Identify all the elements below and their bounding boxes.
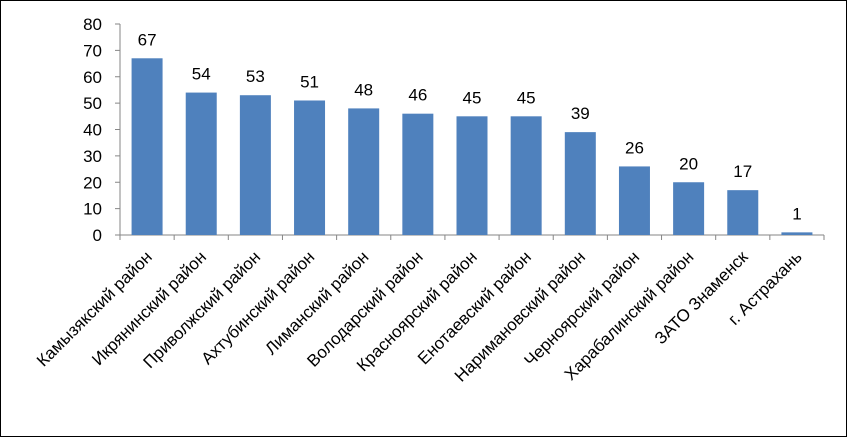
data-label: 54 (192, 65, 211, 84)
bar (131, 58, 163, 235)
y-tick-label: 70 (83, 41, 102, 60)
bar (239, 95, 271, 236)
y-tick-label: 80 (83, 15, 102, 34)
data-label: 45 (517, 88, 536, 107)
y-tick-label: 60 (83, 68, 102, 87)
bars (131, 58, 813, 236)
axes: 0 10 20 30 40 50 60 70 80 (83, 15, 825, 245)
y-tick-label: 20 (83, 173, 102, 192)
data-label: 17 (733, 162, 752, 181)
bar (727, 190, 759, 235)
data-label: 48 (354, 80, 373, 99)
data-label: 26 (625, 138, 644, 157)
bar (348, 108, 380, 235)
y-tick-label: 40 (83, 121, 102, 140)
category-label: Лиманский район (261, 247, 372, 358)
data-labels: 67 54 53 51 48 46 45 45 39 26 20 17 1 (138, 30, 802, 223)
data-label: 1 (792, 204, 801, 223)
data-label: 51 (300, 72, 319, 91)
y-tick-label: 30 (83, 147, 102, 166)
bar (185, 92, 217, 235)
data-label: 39 (571, 104, 590, 123)
y-tick-label: 10 (83, 200, 102, 219)
bar (781, 232, 813, 235)
data-label: 67 (138, 30, 157, 49)
data-label: 20 (679, 154, 698, 173)
data-label: 53 (246, 67, 265, 86)
y-tick-label: 0 (93, 226, 102, 245)
bar (294, 100, 326, 235)
bar (564, 132, 596, 235)
bar (402, 113, 434, 235)
category-label: ЗАТО Знаменск (651, 247, 752, 348)
bar (618, 166, 650, 235)
bar (456, 116, 488, 235)
y-tick-label: 50 (83, 94, 102, 113)
bar (673, 182, 705, 235)
data-label: 45 (463, 88, 482, 107)
bar (510, 116, 542, 235)
data-label: 46 (408, 86, 427, 105)
